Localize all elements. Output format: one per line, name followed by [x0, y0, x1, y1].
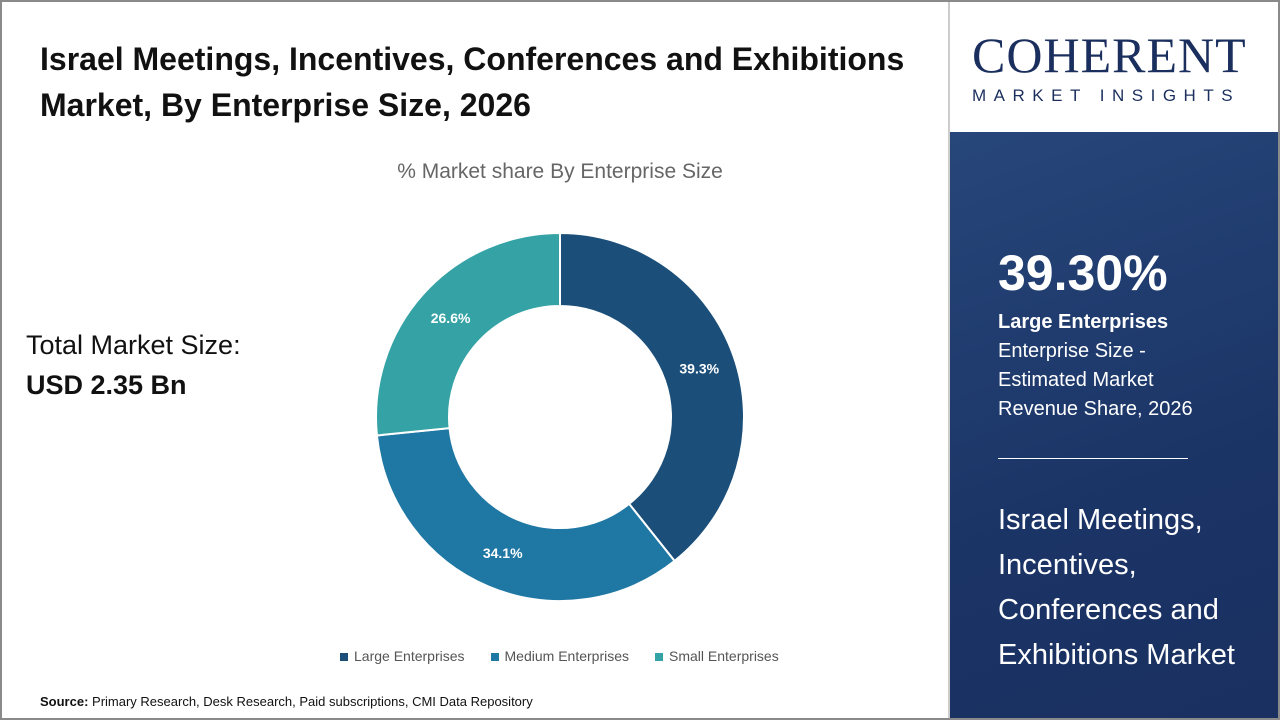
- legend-label: Large Enterprises: [354, 648, 465, 664]
- highlight-segment: Large Enterprises: [998, 311, 1169, 333]
- source-label: Source:: [40, 694, 89, 709]
- data-label: 34.1%: [483, 545, 523, 561]
- source-note: Source: Primary Research, Desk Research,…: [40, 694, 533, 709]
- page-title: Israel Meetings, Incentives, Conferences…: [40, 41, 905, 123]
- logo-subtext: MARKET INSIGHTS: [972, 86, 1241, 105]
- legend-item-large: Large Enterprises: [340, 648, 465, 664]
- slice-large-enterprises: [559, 231, 745, 563]
- source-text: Primary Research, Desk Research, Paid su…: [92, 694, 533, 709]
- legend-label: Medium Enterprises: [504, 648, 630, 664]
- company-logo: COHERENT MARKET INSIGHTS: [950, 0, 1280, 132]
- slice-medium-enterprises: [375, 427, 676, 602]
- market-name: Israel Meetings, Incentives, Conferences…: [998, 504, 1235, 671]
- highlight-desc: Revenue Share, 2026: [998, 398, 1193, 420]
- highlight-percent: 39.30%: [998, 245, 1168, 301]
- legend-item-small: Small Enterprises: [655, 648, 779, 664]
- total-market-size: Total Market Size: USD 2.35 Bn: [26, 325, 241, 405]
- divider: [998, 458, 1188, 459]
- donut-chart: 39.3% 34.1% 26.6%: [375, 231, 745, 602]
- legend-label: Small Enterprises: [669, 648, 779, 664]
- highlight-label: Large Enterprises Enterprise Size - Esti…: [998, 308, 1193, 424]
- side-panel: COHERENT MARKET INSIGHTS 39.30% Large En…: [948, 0, 1280, 720]
- highlight-desc: Estimated Market: [998, 369, 1154, 391]
- highlight-desc: Enterprise Size -: [998, 340, 1146, 362]
- data-label: 39.3%: [679, 360, 719, 376]
- chart-title: % Market share By Enterprise Size: [397, 160, 723, 183]
- legend: Large Enterprises Medium Enterprises Sma…: [340, 648, 779, 664]
- legend-item-medium: Medium Enterprises: [490, 648, 630, 664]
- total-label: Total Market Size:: [26, 330, 241, 360]
- total-value: USD 2.35 Bn: [26, 370, 187, 400]
- slice-small-enterprises: [375, 231, 561, 437]
- highlight-panel: 39.30% Large Enterprises Enterprise Size…: [950, 132, 1280, 720]
- data-label: 26.6%: [431, 310, 471, 326]
- logo-text: COHERENT: [972, 27, 1247, 83]
